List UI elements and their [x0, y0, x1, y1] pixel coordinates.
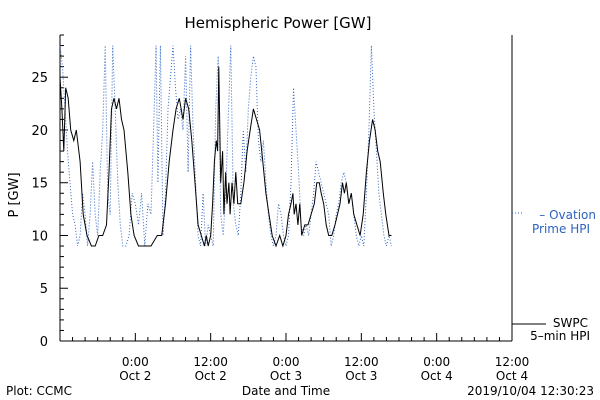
plot-frame	[59, 35, 513, 342]
x-tick-label-date: Oct 2	[119, 369, 151, 383]
legend-swpc-line1: SWPC	[553, 316, 588, 330]
series-layer	[59, 45, 392, 248]
y-tick-label: 20	[31, 124, 48, 139]
legend-ovation-line1: – Ovation	[539, 208, 596, 222]
legend-swpc: SWPC 5–min HPI	[512, 316, 590, 343]
series-swpc-line	[59, 66, 392, 248]
legend-ovation-line2: Prime HPI	[532, 222, 590, 236]
y-ticks: 0 5 10 15 20 25	[31, 34, 68, 350]
x-tick-label-date: Oct 3	[345, 369, 377, 383]
y-tick-label: 5	[40, 282, 48, 297]
legend-ovation: – Ovation Prime HPI	[512, 208, 596, 236]
footer-plot-credit: Plot: CCMC	[6, 384, 72, 398]
x-tick-label-time: 12:00	[193, 355, 228, 369]
x-axis-label: Date and Time	[242, 384, 330, 398]
legend-swpc-line2: 5–min HPI	[530, 329, 590, 343]
x-tick-label-time: 12:00	[495, 355, 530, 369]
x-tick-label-date: Oct 2	[195, 369, 227, 383]
x-tick-label-time: 12:00	[344, 355, 379, 369]
y-tick-label: 25	[31, 71, 48, 86]
x-tick-label-date: Oct 3	[270, 369, 302, 383]
y-axis-label: P [GW]	[7, 172, 22, 217]
x-tick-label-time: 0:00	[122, 355, 149, 369]
y-tick-label: 0	[40, 335, 48, 350]
footer-timestamp: 2019/10/04 12:30:23	[467, 384, 594, 398]
x-tick-label-date: Oct 4	[496, 369, 528, 383]
x-tick-label-time: 0:00	[423, 355, 450, 369]
x-tick-label-time: 0:00	[273, 355, 300, 369]
y-tick-label: 15	[31, 177, 48, 192]
x-tick-label-date: Oct 4	[421, 369, 453, 383]
y-tick-label: 10	[31, 229, 48, 244]
chart-title: Hemispheric Power [GW]	[185, 14, 372, 32]
